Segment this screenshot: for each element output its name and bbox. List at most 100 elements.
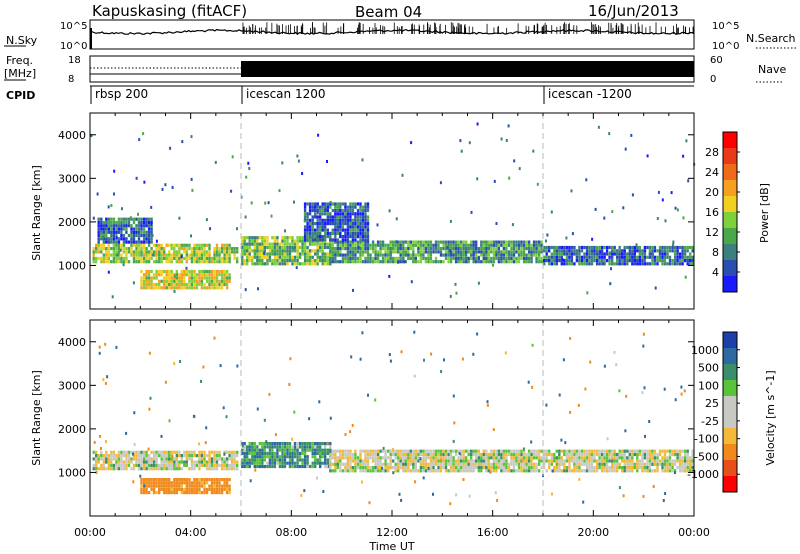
heatmap-cell <box>150 222 153 226</box>
heatmap-cell <box>303 208 307 213</box>
heatmap-cell <box>135 450 138 454</box>
heatmap-cell <box>220 463 224 467</box>
heatmap-cell <box>492 253 496 257</box>
heatmap-cell <box>570 252 574 256</box>
heatmap-cell <box>137 467 141 471</box>
heatmap-cell <box>317 133 320 137</box>
heatmap-cell <box>512 469 516 473</box>
heatmap-cell <box>220 478 224 482</box>
heatmap-cell <box>560 262 563 266</box>
heatmap-cell <box>623 469 626 473</box>
heatmap-cell <box>273 239 277 243</box>
heatmap-cell <box>648 462 652 466</box>
heatmap-cell <box>439 240 443 244</box>
heatmap-cell <box>404 240 407 244</box>
heatmap-cell <box>636 249 639 253</box>
heatmap-cell <box>359 357 362 361</box>
heatmap-cell <box>185 286 188 290</box>
heatmap-cell <box>303 202 307 206</box>
heatmap-cell <box>336 238 339 242</box>
heatmap-cell <box>520 459 523 463</box>
heatmap-cell <box>158 247 161 251</box>
heatmap-cell <box>590 466 594 470</box>
heatmap-cell <box>648 459 652 463</box>
heatmap-cell <box>585 245 589 250</box>
heatmap-cell <box>205 454 209 458</box>
heatmap-cell <box>618 466 621 470</box>
heatmap-cell <box>273 255 277 259</box>
heatmap-cell <box>248 167 251 170</box>
heatmap-cell <box>570 245 574 250</box>
heatmap-cell <box>359 459 362 463</box>
heatmap-cell <box>527 250 531 254</box>
heatmap-cell <box>203 282 206 287</box>
heatmap-cell <box>175 487 178 491</box>
heatmap-cell <box>316 252 319 256</box>
heatmap-cell <box>334 256 337 260</box>
heatmap-cell <box>387 253 390 257</box>
heatmap-cell <box>668 255 672 259</box>
heatmap-cell <box>195 491 199 495</box>
heatmap-cell <box>545 452 548 457</box>
heatmap-cell <box>678 462 682 466</box>
heatmap-cell <box>397 469 400 473</box>
heatmap-cell <box>324 228 327 232</box>
heatmap-cell <box>663 466 667 470</box>
heatmap-cell <box>434 240 438 244</box>
heatmap-cell <box>525 247 528 251</box>
heatmap-cell <box>671 249 674 253</box>
heatmap-cell <box>480 452 483 457</box>
heatmap-cell <box>540 256 543 260</box>
heatmap-cell <box>633 255 636 259</box>
heatmap-cell <box>180 255 183 259</box>
heatmap-cell <box>316 259 319 263</box>
heatmap-cell <box>314 205 317 209</box>
heatmap-cell <box>97 224 100 228</box>
heatmap-cell <box>170 286 173 290</box>
heatmap-cell <box>105 217 108 221</box>
heatmap-cell <box>480 462 483 466</box>
heatmap-cell <box>495 250 498 254</box>
heatmap-cell <box>324 222 327 226</box>
heatmap-cell <box>228 487 231 491</box>
heatmap-cell <box>253 255 256 259</box>
heatmap-cell <box>595 252 599 256</box>
heatmap-cell <box>364 250 367 254</box>
heatmap-cell <box>512 250 516 254</box>
heatmap-cell <box>467 469 470 473</box>
heatmap-cell <box>414 253 417 257</box>
heatmap-cell <box>266 242 269 246</box>
heatmap-cell <box>487 466 490 470</box>
heatmap-cell <box>487 260 490 264</box>
heatmap-cell <box>570 189 573 193</box>
heatmap-cell <box>316 249 319 253</box>
heatmap-cell <box>175 256 178 260</box>
heatmap-cell <box>185 478 188 482</box>
heatmap-cell <box>543 249 546 253</box>
heatmap-cell <box>120 260 123 264</box>
heatmap-cell <box>671 466 674 470</box>
heatmap-cell <box>142 250 146 254</box>
heatmap-cell <box>691 456 694 460</box>
heatmap-cell <box>190 491 194 495</box>
heatmap-cell <box>253 242 256 246</box>
heatmap-cell <box>248 448 251 452</box>
heatmap-cell <box>595 255 599 259</box>
heatmap-cell <box>536 182 539 186</box>
heatmap-cell <box>351 469 355 473</box>
heatmap-cell <box>213 478 216 482</box>
heatmap-cell <box>641 252 644 256</box>
heatmap-cell <box>641 469 644 473</box>
heatmap-cell <box>203 457 206 461</box>
heatmap-cell <box>387 456 390 460</box>
heatmap-cell <box>117 253 121 257</box>
heatmap-cell <box>422 456 425 460</box>
heatmap-cell <box>590 456 594 460</box>
heatmap-cell <box>158 269 161 274</box>
heatmap-cell <box>349 459 352 463</box>
heatmap-cell <box>648 249 652 253</box>
heatmap-cell <box>454 449 458 453</box>
heatmap-cell <box>638 462 641 466</box>
heatmap-cell <box>517 462 521 466</box>
heatmap-cell <box>293 262 297 266</box>
